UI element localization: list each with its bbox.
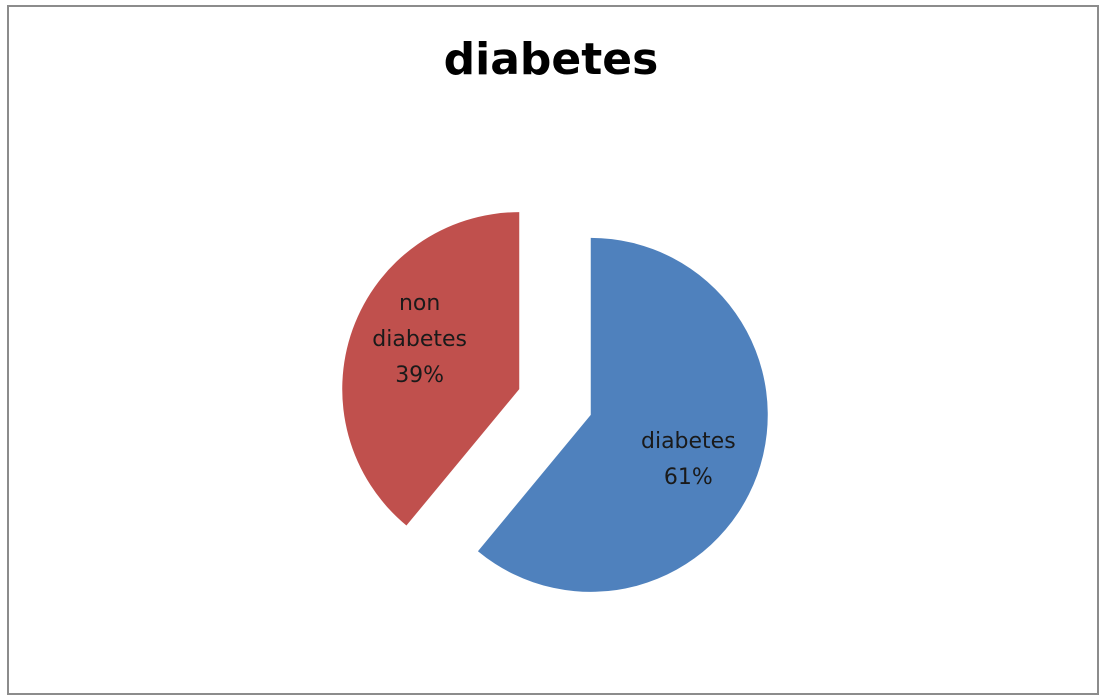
pie-chart: diabetes 61% non diabetes 39% [342, 212, 768, 592]
chart-title: diabetes [443, 34, 659, 85]
pie-slice-2-label: non diabetes 39% [372, 291, 467, 388]
pie-slice-2-label-line: 39% [395, 363, 444, 388]
pie-slice-1-label: diabetes 61% [641, 429, 736, 490]
pie-slice-2-label-line: non [399, 291, 440, 316]
pie-slice-2-label-line: diabetes [372, 327, 467, 352]
pie-slice-1 [477, 237, 768, 592]
pie-slice-1-label-line: 61% [664, 465, 713, 490]
pie-slice-2 [342, 212, 520, 526]
pie-slice-1-label-line: diabetes [641, 429, 736, 454]
